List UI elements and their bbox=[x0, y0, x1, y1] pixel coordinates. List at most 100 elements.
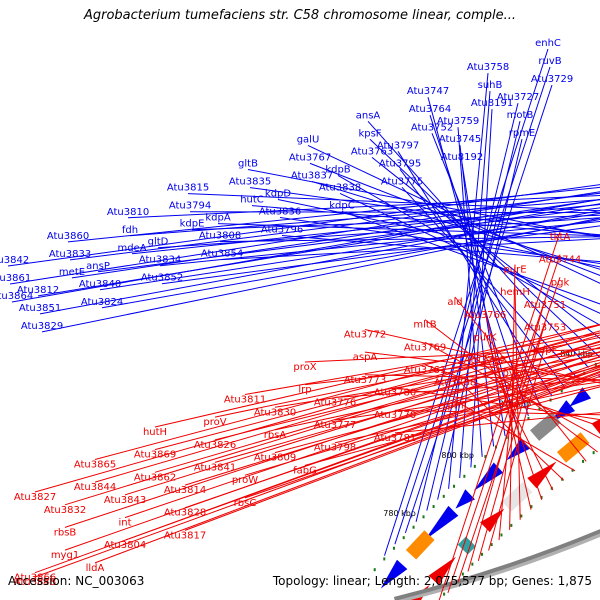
gene-label-atu3770[interactable]: Atu3770 bbox=[374, 410, 416, 421]
gene-label-kdpc[interactable]: kdpC bbox=[329, 200, 354, 211]
gene-label-atu3796[interactable]: Atu3796 bbox=[261, 225, 303, 236]
gene-label-atu3775[interactable]: Atu3775 bbox=[381, 176, 423, 187]
gene-label-atu3848[interactable]: Atu3848 bbox=[14, 577, 56, 588]
gene-label-lrp[interactable]: lrp bbox=[298, 385, 311, 396]
gene-label-atu3780[interactable]: Atu3780 bbox=[374, 388, 416, 399]
gene-label-atu3727[interactable]: Atu3727 bbox=[497, 92, 539, 103]
gene-label-enhc[interactable]: enhC bbox=[535, 38, 561, 49]
gene-label-atu3815[interactable]: Atu3815 bbox=[167, 183, 209, 194]
gene-label-mete[interactable]: metE bbox=[59, 267, 85, 278]
gene-label-atu3826[interactable]: Atu3826 bbox=[194, 440, 236, 451]
gene-label-pgk[interactable]: pgk bbox=[551, 277, 570, 288]
gene-label-atu3777[interactable]: Atu3777 bbox=[314, 420, 356, 431]
gene-label-atu3798[interactable]: Atu3798 bbox=[314, 443, 356, 454]
gene-label-ansa[interactable]: ansA bbox=[356, 110, 381, 121]
gene-label-atu3843[interactable]: Atu3843 bbox=[104, 495, 146, 506]
gene-label-atu3830[interactable]: Atu3830 bbox=[254, 407, 296, 418]
gene-label-atu3811[interactable]: Atu3811 bbox=[224, 395, 266, 406]
gene-label-atu3862[interactable]: Atu3862 bbox=[134, 472, 176, 483]
gene-label-atu3840[interactable]: Atu3840 bbox=[79, 279, 121, 290]
gene-label-mdea[interactable]: mdeA bbox=[117, 243, 146, 254]
gene-label-atu3782[interactable]: Atu3782 bbox=[464, 355, 506, 366]
gene-label-purk[interactable]: purK bbox=[473, 332, 497, 343]
gene-label-suhb[interactable]: suhB bbox=[478, 80, 503, 91]
gene-label-kdpd[interactable]: kdpD bbox=[265, 189, 291, 200]
gene-label-gltd[interactable]: gltD bbox=[148, 237, 169, 248]
gene-label-atu3766[interactable]: Atu3766 bbox=[464, 310, 506, 321]
gene-label-atu3837[interactable]: Atu3837 bbox=[291, 171, 333, 182]
gene-label-atu3744[interactable]: Atu3744 bbox=[539, 255, 581, 266]
gene-label-atu3828[interactable]: Atu3828 bbox=[164, 508, 206, 519]
gene-label-atu3794[interactable]: Atu3794 bbox=[169, 201, 211, 212]
gene-label-atu3776[interactable]: Atu3776 bbox=[314, 397, 356, 408]
gene-label-gltb[interactable]: gltB bbox=[238, 159, 258, 170]
gene-label-rbsb[interactable]: rbsB bbox=[54, 527, 77, 538]
gene-label-atu3834[interactable]: Atu3834 bbox=[139, 255, 181, 266]
gene-label-llda[interactable]: lldA bbox=[86, 563, 105, 574]
gene-label-tkta[interactable]: tktA bbox=[550, 232, 571, 243]
gene-label-atu3851[interactable]: Atu3851 bbox=[19, 303, 61, 314]
gene-label-atu3753[interactable]: Atu3753 bbox=[524, 323, 566, 334]
gene-label-atu3866[interactable]: Atu3866 bbox=[14, 573, 56, 584]
gene-label-atu3817[interactable]: Atu3817 bbox=[164, 530, 206, 541]
gene-label-ald[interactable]: ald bbox=[447, 297, 462, 308]
gene-label-pyka[interactable]: pykA bbox=[503, 368, 528, 379]
gene-label-rpme[interactable]: rpmE bbox=[509, 128, 536, 139]
gene-label-atu3869[interactable]: Atu3869 bbox=[134, 450, 176, 461]
gene-label-atu3812[interactable]: Atu3812 bbox=[17, 285, 59, 296]
gene-label-myg1[interactable]: myg1 bbox=[51, 550, 79, 561]
gene-label-hemh[interactable]: hemH bbox=[500, 287, 530, 298]
gene-label-atu3767[interactable]: Atu3767 bbox=[289, 152, 331, 163]
gene-label-int[interactable]: int bbox=[118, 518, 131, 529]
gene-label-atu3752[interactable]: Atu3752 bbox=[411, 122, 453, 133]
gene-label-atu3814[interactable]: Atu3814 bbox=[164, 485, 206, 496]
gene-label-atu3768[interactable]: Atu3768 bbox=[434, 378, 476, 389]
gene-label-rbsa[interactable]: rbsA bbox=[264, 430, 287, 441]
gene-label-atu3829[interactable]: Atu3829 bbox=[21, 321, 63, 332]
gene-label-atu3773[interactable]: Atu3773 bbox=[344, 375, 386, 386]
gene-label-kdpa[interactable]: kdpA bbox=[205, 213, 230, 224]
gene-label-atu3729[interactable]: Atu3729 bbox=[531, 74, 573, 85]
gene-label-pepf[interactable]: pepF bbox=[533, 345, 558, 356]
gene-label-atu3833[interactable]: Atu3833 bbox=[49, 249, 91, 260]
gene-label-atu3797[interactable]: Atu3797 bbox=[377, 140, 419, 151]
gene-label-atu3758[interactable]: Atu3758 bbox=[467, 62, 509, 73]
gene-label-atu3751[interactable]: Atu3751 bbox=[524, 300, 566, 311]
gene-label-fabg[interactable]: fabG bbox=[293, 465, 317, 476]
gene-label-atu3832[interactable]: Atu3832 bbox=[44, 505, 86, 516]
gene-label-prox[interactable]: proX bbox=[293, 362, 316, 373]
gene-label-kpsf[interactable]: kpsF bbox=[358, 128, 381, 139]
gene-label-galu[interactable]: galU bbox=[297, 134, 320, 145]
gene-label-atu3864[interactable]: Atu3864 bbox=[0, 291, 33, 302]
gene-label-atu3761[interactable]: Atu3761 bbox=[404, 365, 446, 376]
gene-label-huth[interactable]: hutH bbox=[143, 427, 167, 438]
gene-label-motb[interactable]: motB bbox=[507, 110, 534, 121]
gene-label-atu8192[interactable]: Atu8192 bbox=[441, 152, 483, 163]
gene-label-prov[interactable]: proV bbox=[203, 417, 226, 428]
gene-label-pure[interactable]: purE bbox=[503, 265, 526, 276]
gene-label-atu3810[interactable]: Atu3810 bbox=[107, 207, 149, 218]
gene-label-atu3763[interactable]: Atu3763 bbox=[351, 146, 393, 157]
gene-label-ruvb[interactable]: ruvB bbox=[538, 56, 561, 67]
gene-label-prow[interactable]: proW bbox=[232, 475, 258, 486]
gene-label-atu3861[interactable]: Atu3861 bbox=[0, 273, 31, 284]
gene-label-atu3809[interactable]: Atu3809 bbox=[254, 453, 296, 464]
gene-label-atu3835[interactable]: Atu3835 bbox=[229, 177, 271, 188]
gene-label-atu3838[interactable]: Atu3838 bbox=[319, 182, 361, 193]
gene-label-atu3854[interactable]: Atu3854 bbox=[201, 249, 243, 260]
gene-label-mltb[interactable]: mltB bbox=[413, 320, 436, 331]
gene-label-atu3764[interactable]: Atu3764 bbox=[409, 104, 451, 115]
gene-label-atu3747[interactable]: Atu3747 bbox=[407, 86, 449, 97]
gene-label-rbsc[interactable]: rbsC bbox=[234, 498, 257, 509]
gene-label-fdh[interactable]: fdh bbox=[122, 225, 138, 236]
gene-label-rpmj[interactable]: rpmJ bbox=[443, 400, 466, 411]
gene-label-atu3852[interactable]: Atu3852 bbox=[141, 273, 183, 284]
gene-label-hutc[interactable]: hutC bbox=[240, 195, 264, 206]
gene-label-atu3842[interactable]: Atu3842 bbox=[0, 255, 29, 266]
gene-label-atu3804[interactable]: Atu3804 bbox=[104, 540, 146, 551]
gene-label-kdpe[interactable]: kdpE bbox=[180, 219, 205, 230]
gene-label-kdpb[interactable]: kdpB bbox=[325, 164, 350, 175]
gene-label-atu3827[interactable]: Atu3827 bbox=[14, 492, 56, 503]
gene-label-atu3769[interactable]: Atu3769 bbox=[404, 342, 446, 353]
gene-label-atu3781[interactable]: Atu3781 bbox=[374, 433, 416, 444]
